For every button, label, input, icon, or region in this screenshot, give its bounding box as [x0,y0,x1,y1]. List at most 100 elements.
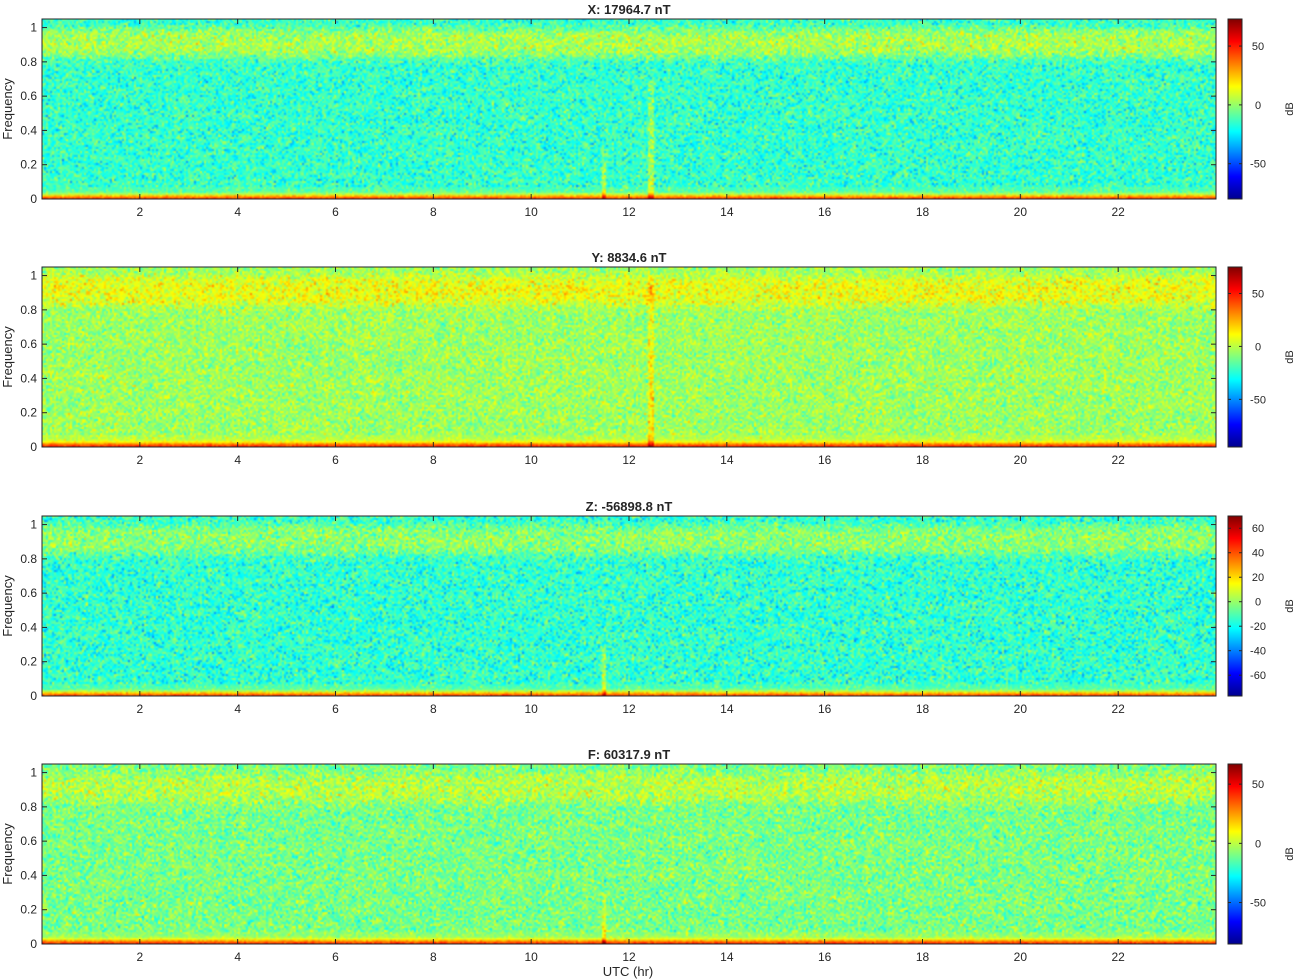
x-tick-label: 2 [136,453,143,467]
spectrogram-panel-3: Z: -56898.8 nT2 4 6 8 10 12 14 16 18 20 2200.20.40… [0,499,1296,716]
y-tick-label: 0.6 [20,586,37,600]
y-tick-label: 0 [30,192,37,206]
panel-title: F: 60317.9 nT [588,747,670,762]
y-tick-label: 0.2 [20,655,37,669]
x-axis-label: UTC (hr) [603,964,654,979]
x-tick-label: 8 [430,205,437,219]
spectrogram-panel-1: X: 17964.7 nT2 4 6 8 10 12 14 16 18 20 2200.20.40.… [0,2,1296,219]
x-tick-label: 6 [332,205,339,219]
x-tick-label: 18 [916,702,930,716]
x-tick-label: 6 [332,453,339,467]
panel-title: X: 17964.7 nT [587,2,670,17]
x-tick-label: 10 [524,205,538,219]
colorbar-tick-label: 50 [1252,41,1264,53]
x-tick-label: 16 [818,453,832,467]
y-tick-label: 0.4 [20,620,37,634]
colorbar: 50 0 -50 dB [1227,763,1296,945]
y-tick-label: 1 [30,766,37,780]
y-axis-label: Frequency [0,326,15,388]
colorbar-tick-label: 0 [1255,100,1261,112]
x-tick-label: 22 [1111,453,1125,467]
x-tick-label: 8 [430,950,437,964]
colorbar-tick-label: -40 [1250,646,1266,658]
y-tick-label: 0.2 [20,903,37,917]
colorbar-tick-label: 0 [1255,597,1261,609]
spectrogram-panel-4: F: 60317.9 nT2 4 6 8 10 12 14 16 18 20 2200.20.40.… [0,747,1296,964]
colorbar-tick-label: 50 [1252,288,1264,300]
y-axis-label: Frequency [0,575,15,637]
x-tick-label: 6 [332,950,339,964]
colorbar-scale [1227,763,1243,945]
y-tick-label: 0.6 [20,834,37,848]
x-tick-label: 20 [1014,950,1028,964]
x-tick-label: 22 [1111,205,1125,219]
x-tick-label: 10 [524,453,538,467]
y-axis-label: Frequency [0,78,15,140]
y-tick-label: 0.8 [20,800,37,814]
colorbar: 50 0 -50 dB [1227,266,1296,448]
x-tick-label: 20 [1014,702,1028,716]
y-tick-label: 0.6 [20,337,37,351]
colorbar-label: dB [1284,350,1296,363]
x-tick-label: 18 [916,205,930,219]
colorbar-tick-label: 0 [1255,838,1261,850]
colorbar-tick-label: 60 [1252,523,1264,535]
x-tick-label: 12 [622,950,636,964]
colorbar-scale [1227,515,1243,697]
panel-title: Z: -56898.8 nT [586,499,673,514]
x-tick-label: 4 [234,453,241,467]
x-tick-label: 18 [916,453,930,467]
x-tick-label: 14 [720,453,734,467]
y-tick-label: 0.2 [20,158,37,172]
colorbar: 50 0 -50 dB [1227,18,1296,200]
x-tick-label: 6 [332,702,339,716]
x-tick-label: 18 [916,950,930,964]
x-tick-label: 12 [622,453,636,467]
x-tick-label: 10 [524,950,538,964]
x-tick-label: 20 [1014,453,1028,467]
x-tick-label: 4 [234,702,241,716]
colorbar-tick-label: -20 [1250,621,1266,633]
colorbar-label: dB [1284,102,1296,115]
spectrogram-image [42,267,1216,447]
colorbar-tick-label: 40 [1252,548,1264,560]
y-tick-label: 0.8 [20,55,37,69]
colorbar-tick-label: 20 [1252,572,1264,584]
x-tick-label: 20 [1014,205,1028,219]
x-tick-label: 16 [818,702,832,716]
y-tick-label: 0.6 [20,89,37,103]
colorbar: 60 40 20 0 -20 -40 -60 dB [1227,515,1296,697]
spectrogram-image [42,764,1216,944]
y-tick-label: 1 [30,21,37,35]
spectrogram-panel-2: Y: 8834.6 nT2 4 6 8 10 12 14 16 18 20 2200.20.40.6… [0,250,1296,467]
colorbar-tick-label: 50 [1252,779,1264,791]
x-tick-label: 8 [430,702,437,716]
y-tick-label: 0.2 [20,406,37,420]
x-tick-label: 12 [622,205,636,219]
x-tick-label: 2 [136,205,143,219]
y-tick-label: 0.4 [20,371,37,385]
colorbar-scale [1227,266,1243,448]
x-tick-label: 14 [720,702,734,716]
y-tick-label: 0.8 [20,303,37,317]
x-tick-label: 22 [1111,950,1125,964]
panel-title: Y: 8834.6 nT [592,250,667,265]
colorbar-label: dB [1284,599,1296,612]
colorbar-tick-label: -50 [1250,898,1266,910]
y-tick-label: 1 [30,269,37,283]
y-tick-label: 0.8 [20,552,37,566]
x-tick-label: 14 [720,205,734,219]
x-tick-label: 12 [622,702,636,716]
x-tick-label: 4 [234,205,241,219]
y-tick-label: 1 [30,518,37,532]
x-tick-label: 4 [234,950,241,964]
colorbar-tick-label: -50 [1250,159,1266,171]
colorbar-label: dB [1284,847,1296,860]
x-tick-label: 16 [818,950,832,964]
x-tick-label: 2 [136,950,143,964]
y-tick-label: 0 [30,689,37,703]
y-tick-label: 0.4 [20,123,37,137]
y-tick-label: 0.4 [20,868,37,882]
colorbar-tick-label: -60 [1250,670,1266,682]
